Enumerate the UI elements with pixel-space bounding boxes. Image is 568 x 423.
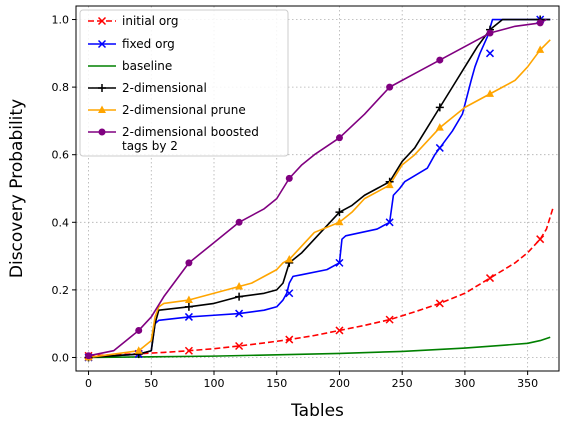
x-tick-label: 200 [329,377,350,390]
legend-marker [98,84,106,92]
series-3-point [335,208,344,217]
legend-label: 2-dimensional boosted tags by 2 [122,125,259,153]
legend: initial org fixed org baseline 2-dimensiona… [79,9,289,157]
legend-box [79,9,289,157]
series-4-point [385,180,394,189]
series-1-point [485,49,495,58]
series-5-point [486,29,494,37]
plot-frame [75,5,560,372]
series-line-2 [88,336,551,359]
x-tick-label: 300 [454,377,475,390]
series-1-point [385,218,394,227]
legend-marker [97,39,107,49]
x-tick-label: 100 [204,377,225,390]
legend-marker [97,16,107,26]
series-markers [84,15,545,362]
x-axis-label: Tables [290,401,344,421]
series-1-point [335,258,344,267]
series-4-point [134,346,143,354]
series-1-point [435,143,444,152]
series-4-point [285,254,294,263]
legend-marker [98,105,106,113]
series-0-point [235,341,244,351]
y-tick-label: 1.0 [52,14,70,27]
series-1-point [184,312,193,321]
series-5-point [335,134,343,142]
series-4-point [235,282,244,290]
x-tick-label: 50 [144,377,158,390]
series-4-point [486,89,494,97]
y-tick-label: 0.6 [52,149,70,162]
legend-marker [98,128,106,136]
series-0-point [435,299,444,308]
y-tick-label: 0.2 [52,284,70,297]
legend-label: 2-dimensional [122,81,207,95]
series-3-point [435,103,444,112]
series-5-point [85,352,93,360]
series-1-point [235,309,244,318]
legend-label: fixed org [122,37,175,51]
legend-label: initial org [122,14,179,28]
series-4-point [536,45,545,53]
series-5-point [536,19,544,27]
series-0-point [184,346,193,355]
series-1-point [285,289,294,298]
series-5-point [235,218,243,226]
x-tick-label: 150 [266,377,287,390]
series-5-point [185,259,193,267]
series-0-point [335,326,344,335]
y-tick-label: 0.8 [52,81,70,94]
series-5-point [436,56,444,64]
series-4-point [335,217,344,226]
legend-label: 2-dimensional prune [122,103,246,117]
series-3-point [184,302,193,311]
y-axis-label: Discovery Probability [7,99,27,278]
series-0-point [536,235,545,244]
series-0-point [485,274,495,283]
series-4-point [435,123,444,131]
series-4-point [184,295,193,304]
series-5-point [386,83,394,91]
y-tick-label: 0.4 [52,216,70,229]
axis-ticks: 0 50 100 150 200 250 300 350 0.0 0.2 0.4 0.6 0.8 1.0 [52,14,539,390]
legend-label: baseline [122,59,172,73]
series-5-point [135,326,143,334]
series-5-point [285,174,293,182]
y-tick-label: 0.0 [52,351,70,364]
x-tick-label: 250 [392,377,413,390]
series-3-point [235,292,244,301]
x-tick-label: 350 [517,377,538,390]
x-tick-label: 0 [85,377,92,390]
series-line-0 [88,208,554,357]
series-0-point [285,335,294,344]
series-0-point [385,315,394,324]
